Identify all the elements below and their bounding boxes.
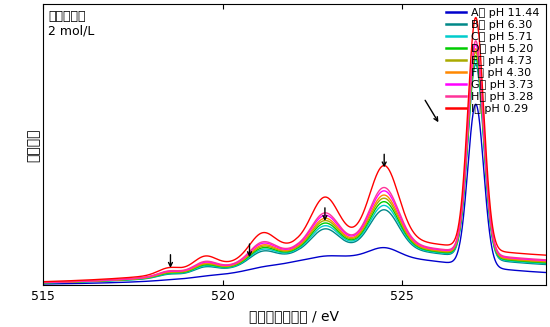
I： pH 0.29 <box>472 16 479 20</box>
D： pH 5.20 <box>450 249 456 252</box>
E： pH 4.73 <box>472 50 479 54</box>
Line: G： pH 3.73: G： pH 3.73 <box>43 44 550 283</box>
C： pH 5.71 <box>66 280 73 284</box>
F： pH 4.30 <box>546 260 550 264</box>
G： pH 3.73 <box>279 247 285 251</box>
H： pH 3.28 <box>40 280 46 284</box>
Line: D： pH 5.20: D： pH 5.20 <box>43 56 550 283</box>
B： pH 6.30 <box>293 249 300 253</box>
I： pH 0.29 <box>450 240 456 244</box>
E： pH 4.73 <box>66 280 73 284</box>
C： pH 5.71 <box>472 58 479 62</box>
A： pH 11.44 <box>546 271 550 275</box>
C： pH 5.71 <box>546 262 550 266</box>
C： pH 5.71 <box>450 250 456 253</box>
F： pH 4.30 <box>293 245 300 249</box>
G： pH 3.73 <box>472 43 479 46</box>
Line: C： pH 5.71: C： pH 5.71 <box>43 60 550 283</box>
E： pH 4.73 <box>546 260 550 264</box>
X-axis label: 発光エネルギー / eV: 発光エネルギー / eV <box>249 309 339 323</box>
A： pH 11.44 <box>66 282 73 285</box>
B： pH 6.30 <box>279 252 285 256</box>
D： pH 5.20 <box>66 280 73 284</box>
H： pH 3.28 <box>450 245 456 249</box>
H： pH 3.28 <box>66 280 73 284</box>
D： pH 5.20 <box>40 281 46 285</box>
B： pH 6.30 <box>546 263 550 267</box>
E： pH 4.73 <box>279 249 285 253</box>
Line: I： pH 0.29: I： pH 0.29 <box>43 18 550 282</box>
G： pH 3.73 <box>546 259 550 263</box>
Text: 酢酸水溶液
2 mol/L: 酢酸水溶液 2 mol/L <box>48 10 95 38</box>
E： pH 4.73 <box>40 281 46 284</box>
B： pH 6.30 <box>40 281 46 285</box>
D： pH 5.20 <box>472 54 479 58</box>
I： pH 0.29 <box>279 240 285 244</box>
G： pH 3.73 <box>66 280 73 284</box>
Line: B： pH 6.30: B： pH 6.30 <box>43 64 550 283</box>
I： pH 0.29 <box>546 253 550 257</box>
D： pH 5.20 <box>546 261 550 265</box>
I： pH 0.29 <box>546 253 550 257</box>
H： pH 3.28 <box>279 246 285 250</box>
A： pH 11.44 <box>450 259 456 263</box>
E： pH 4.73 <box>450 248 456 252</box>
F： pH 4.30 <box>40 281 46 284</box>
A： pH 11.44 <box>293 259 300 263</box>
B： pH 6.30 <box>66 280 73 284</box>
F： pH 4.30 <box>279 248 285 252</box>
F： pH 4.30 <box>472 47 479 51</box>
H： pH 3.28 <box>546 258 550 262</box>
Y-axis label: 相対強度: 相対強度 <box>26 128 40 162</box>
B： pH 6.30 <box>546 263 550 267</box>
F： pH 4.30 <box>66 280 73 284</box>
Legend: A： pH 11.44, B： pH 6.30, C： pH 5.71, D： pH 5.20, E： pH 4.73, F： pH 4.30, G： pH 3: A： pH 11.44, B： pH 6.30, C： pH 5.71, D： … <box>445 7 540 115</box>
I： pH 0.29 <box>66 279 73 283</box>
Line: E： pH 4.73: E： pH 4.73 <box>43 52 550 283</box>
G： pH 3.73 <box>293 244 300 248</box>
C： pH 5.71 <box>546 262 550 266</box>
A： pH 11.44 <box>40 282 46 286</box>
E： pH 4.73 <box>293 246 300 250</box>
Line: H： pH 3.28: H： pH 3.28 <box>43 41 550 282</box>
D： pH 5.20 <box>546 261 550 265</box>
A： pH 11.44 <box>546 271 550 275</box>
D： pH 5.20 <box>279 250 285 254</box>
A： pH 11.44 <box>279 262 285 266</box>
H： pH 3.28 <box>472 39 479 43</box>
G： pH 3.73 <box>450 246 456 250</box>
A： pH 11.44 <box>472 102 479 106</box>
H： pH 3.28 <box>293 243 300 247</box>
D： pH 5.20 <box>293 247 300 250</box>
C： pH 5.71 <box>293 248 300 251</box>
F： pH 4.30 <box>450 247 456 251</box>
I： pH 0.29 <box>293 237 300 241</box>
G： pH 3.73 <box>40 281 46 284</box>
Line: F： pH 4.30: F： pH 4.30 <box>43 49 550 283</box>
B： pH 6.30 <box>450 250 456 254</box>
C： pH 5.71 <box>40 281 46 285</box>
F： pH 4.30 <box>546 260 550 264</box>
Line: A： pH 11.44: A： pH 11.44 <box>43 104 550 284</box>
C： pH 5.71 <box>279 251 285 255</box>
I： pH 0.29 <box>40 280 46 284</box>
E： pH 4.73 <box>546 260 550 264</box>
G： pH 3.73 <box>546 259 550 263</box>
B： pH 6.30 <box>472 62 479 66</box>
H： pH 3.28 <box>546 258 550 262</box>
